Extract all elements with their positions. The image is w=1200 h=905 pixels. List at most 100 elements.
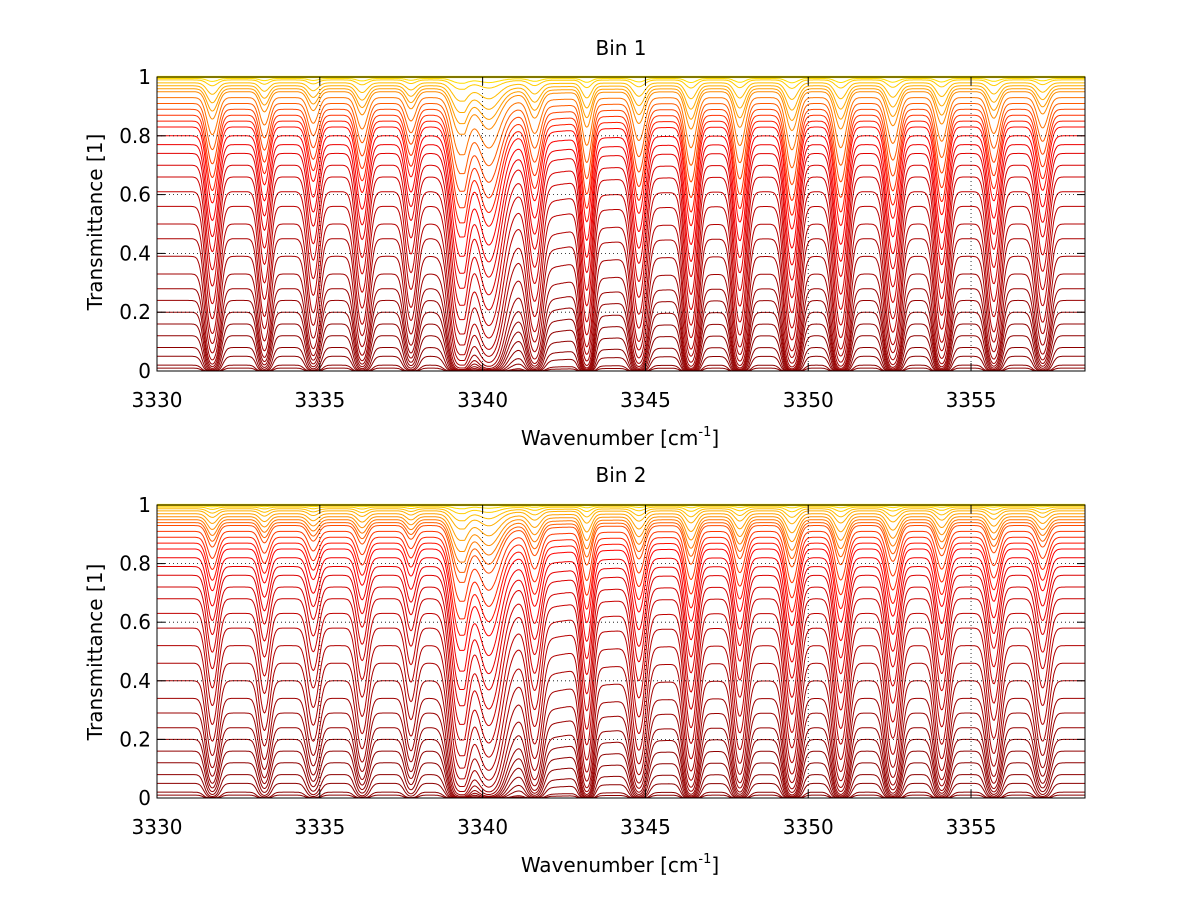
series-line <box>157 506 1085 515</box>
series-line <box>157 536 1085 620</box>
series-line <box>157 612 1085 757</box>
y-tick-label: 0.2 <box>119 300 151 324</box>
plot-frame <box>156 76 1086 372</box>
x-tick-label: 3350 <box>783 815 834 839</box>
chart-title: Bin 2 <box>595 463 646 487</box>
series-line <box>157 97 1085 156</box>
x-tick-label: 3355 <box>946 815 997 839</box>
series-line <box>157 697 1085 796</box>
series-line <box>157 530 1085 602</box>
series-line <box>157 782 1085 799</box>
series-line <box>157 516 1085 552</box>
series-line <box>157 255 1085 366</box>
series-line <box>157 223 1085 356</box>
series-line <box>157 311 1085 372</box>
series-line <box>157 505 1085 510</box>
series-line <box>157 120 1085 224</box>
series-line <box>157 662 1085 787</box>
x-axis-label-suffix: ] <box>711 426 719 450</box>
series-line <box>157 114 1085 209</box>
series-line <box>157 238 1085 361</box>
series-line <box>157 519 1085 563</box>
series-line <box>157 135 1085 257</box>
axes-layer: 3330 3335 3340 3345 3350 3355 0 0.2 0.4 0.6 0.8 1 <box>119 493 1086 839</box>
panel-bin-1: Bin 1 3330 3335 3340 3345 3350 3355 0 0.2 0.4 0.6… <box>83 36 1086 450</box>
y-tick-label: 0.2 <box>119 727 151 751</box>
series-line <box>157 79 1085 90</box>
series-line <box>157 525 1085 583</box>
y-axis-label: Transmittance [1] <box>83 134 107 312</box>
y-tick-label: 0.4 <box>119 669 151 693</box>
x-tick-label: 3335 <box>294 388 345 412</box>
series-line <box>157 82 1085 102</box>
y-tick-label: 0.8 <box>119 124 151 148</box>
series-line <box>157 144 1085 274</box>
series-line <box>157 299 1085 371</box>
series-line <box>157 85 1085 113</box>
x-tick-label: 3345 <box>620 388 671 412</box>
x-axis-label-sup: -1 <box>698 852 711 867</box>
series-line <box>157 164 1085 306</box>
x-tick-label: 3350 <box>783 388 834 412</box>
series-line <box>157 205 1085 346</box>
y-tick-label: 0 <box>138 359 151 383</box>
series-line <box>157 78 1085 84</box>
series-line <box>157 557 1085 672</box>
series-line <box>157 108 1085 192</box>
series-line <box>157 176 1085 321</box>
series-line <box>157 727 1085 798</box>
chart-title: Bin 1 <box>595 36 646 60</box>
grid-layer <box>157 77 1085 371</box>
x-tick-label: 3335 <box>294 815 345 839</box>
series-line <box>157 126 1085 238</box>
y-tick-label: 0.8 <box>119 552 151 576</box>
series-line <box>157 152 1085 289</box>
x-tick-label: 3330 <box>132 815 183 839</box>
x-axis-label: Wavenumber [cm-1] <box>521 425 719 450</box>
plot-frame <box>156 504 1086 799</box>
x-tick-label: 3345 <box>620 815 671 839</box>
y-tick-label: 0 <box>138 786 151 810</box>
series-line <box>157 91 1085 135</box>
series-line <box>157 513 1085 541</box>
series-line <box>157 548 1085 651</box>
y-tick-label: 1 <box>138 493 151 517</box>
x-axis-label-sup: -1 <box>698 425 711 440</box>
series-line <box>157 574 1085 707</box>
x-axis-label-main: Wavenumber [cm <box>521 853 699 877</box>
series-line <box>157 598 1085 741</box>
x-tick-label: 3330 <box>132 388 183 412</box>
x-axis-label-suffix: ] <box>711 853 719 877</box>
series-line <box>157 566 1085 690</box>
series-line <box>157 774 1085 799</box>
panel-bin-2: Bin 2 3330 3335 3340 3345 3350 3355 0 0.2 0.4 0.6… <box>83 463 1086 877</box>
series-line <box>157 627 1085 769</box>
series-line <box>157 191 1085 335</box>
series-line <box>157 645 1085 780</box>
series-layer <box>156 503 1086 799</box>
grid-layer <box>157 505 1085 798</box>
series-line <box>157 508 1085 522</box>
series-line <box>157 738 1085 799</box>
series-line <box>157 288 1085 370</box>
y-axis-label: Transmittance [1] <box>83 564 107 742</box>
series-line <box>157 586 1085 725</box>
series-line <box>157 762 1085 799</box>
series-line <box>157 88 1085 125</box>
series-line <box>157 750 1085 799</box>
series-line <box>157 347 1085 372</box>
x-tick-label: 3340 <box>457 388 508 412</box>
y-tick-label: 0.6 <box>119 183 151 207</box>
series-line <box>157 323 1085 372</box>
series-line <box>157 712 1085 797</box>
x-tick-label: 3340 <box>457 815 508 839</box>
series-line <box>157 273 1085 369</box>
x-tick-label: 3355 <box>946 388 997 412</box>
x-axis-label-main: Wavenumber [cm <box>521 426 699 450</box>
y-tick-label: 1 <box>138 65 151 89</box>
axes-layer: 3330 3335 3340 3345 3350 3355 0 0.2 0.4 0.6 0.8 1 <box>119 65 1086 412</box>
x-axis-label: Wavenumber [cm-1] <box>521 852 719 877</box>
series-line <box>157 103 1085 175</box>
series-layer <box>156 75 1086 372</box>
